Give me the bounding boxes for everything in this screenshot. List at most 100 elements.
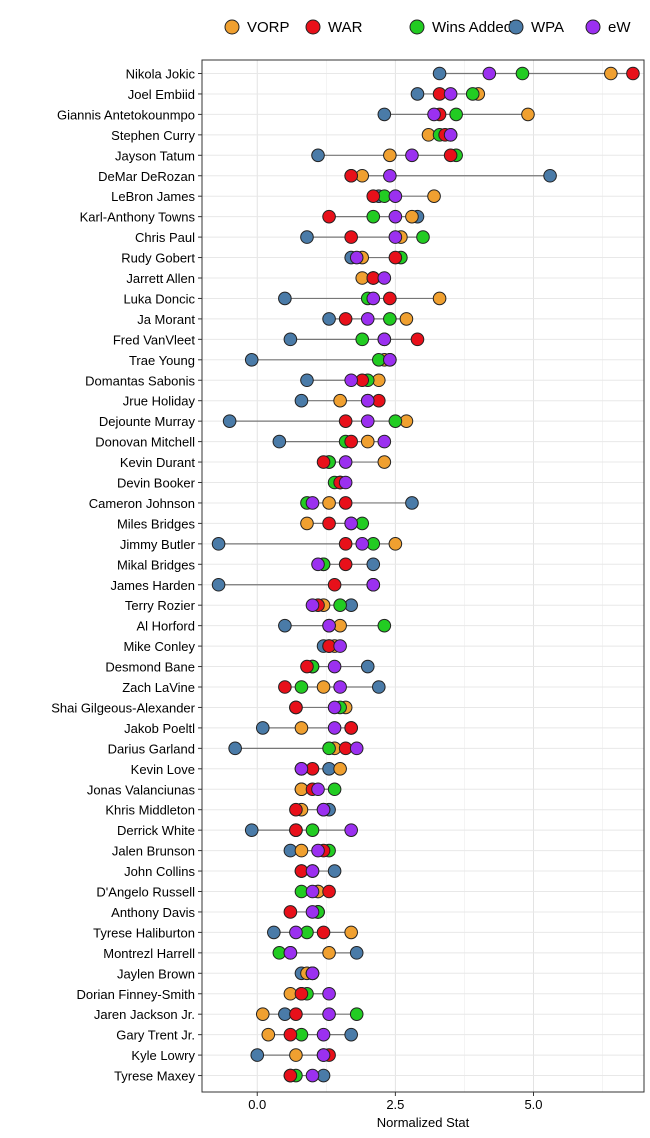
point-ew-jaren-jackson-jr [322,1007,336,1022]
point-vorp-kevin-durant [377,455,392,469]
y-tick-label: Kyle Lowry [131,1048,195,1063]
legend-label-wins-added: Wins Added [432,19,512,36]
plot-panel [201,59,645,1093]
y-tick-label: Giannis Antetokounmpo [57,107,195,122]
y-tick-label: Kevin Durant [120,455,196,470]
point-ew-gary-trent-jr [316,1027,331,1042]
y-tick-label: Jrue Holiday [123,394,196,409]
point-wpa-fred-vanvleet [283,332,298,347]
point-ew-montrezl-harrell [283,946,298,960]
point-wpa-derrick-white [244,823,259,837]
y-tick-label: Mikal Bridges [117,557,196,572]
point-war-dorian-finney-smith [294,986,309,1001]
point-war-dejounte-murray [338,414,353,428]
point-war-demar-derozan [344,168,358,183]
point-ew-domantas-sabonis [344,373,358,388]
y-tick-label: Kevin Love [131,762,195,777]
point-ew-anthony-davis [305,905,320,919]
point-war-ja-morant [338,312,353,326]
point-wpa-al-horford [278,618,292,633]
point-wins-added-chris-paul [416,230,430,244]
point-wpa-jayson-tatum [311,148,325,163]
point-ew-nikola-jokic [482,66,497,81]
point-wpa-gary-trent-jr [344,1027,358,1042]
point-wpa-luka-doncic [278,291,292,306]
point-wins-added-terry-rozier [333,598,347,613]
y-tick-label: Jaren Jackson Jr. [94,1007,195,1022]
legend-marker-war [305,19,321,35]
point-ew-jaylen-brown [305,966,320,981]
legend-marker-wpa [508,19,524,35]
point-ew-joel-embiid [443,87,458,101]
point-wpa-nikola-jokic [432,66,447,81]
point-war-zach-lavine [278,680,292,694]
y-axis-labels: Nikola Jokic Joel Embiid Giannis Antetokou… [51,67,202,1084]
point-war-donovan-mitchell [344,434,358,449]
point-wpa-john-collins [327,864,342,878]
point-vorp-kyle-lowry [289,1048,303,1062]
y-tick-label: Tyrese Maxey [114,1069,195,1084]
y-tick-label: Joel Embiid [128,87,195,102]
point-wpa-donovan-mitchell [272,434,287,449]
y-tick-label: Desmond Bane [105,660,195,675]
point-ew-trae-young [383,353,397,367]
point-wpa-tyrese-haliburton [267,925,281,940]
point-war-mikal-bridges [338,557,353,572]
point-wpa-demar-derozan [543,168,557,183]
legend-label-wpa: WPA [531,19,564,36]
point-war-rudy-gobert [388,250,403,265]
point-wpa-darius-garland [228,741,242,756]
point-ew-ja-morant [360,312,375,326]
y-tick-label: Jimmy Butler [120,537,196,552]
point-vorp-jrue-holiday [333,393,347,408]
point-ew-giannis-antetokounmpo [427,107,441,122]
point-vorp-miles-bridges [300,516,314,531]
point-wpa-jakob-poeltl [255,721,270,735]
y-tick-label: Cameron Johnson [89,496,195,511]
y-tick-label: Devin Booker [117,476,196,491]
point-wins-added-nikola-jokic [515,66,530,81]
point-wpa-jimmy-butler [211,537,226,551]
point-wpa-giannis-antetokounmpo [377,107,392,122]
point-wpa-domantas-sabonis [300,373,314,388]
point-war-fred-vanvleet [410,332,425,347]
point-ew-darius-garland [349,741,364,756]
y-tick-label: James Harden [110,578,195,593]
point-vorp-zach-lavine [316,680,331,694]
point-war-derrick-white [289,823,303,837]
point-ew-derrick-white [344,823,358,837]
point-ew-jarrett-allen [377,271,392,285]
point-war-cameron-johnson [338,496,353,510]
y-tick-label: Jonas Valanciunas [87,782,196,797]
point-war-tyrese-haliburton [316,925,331,940]
point-wpa-montrezl-harrell [349,946,364,960]
point-ew-john-collins [305,864,320,878]
y-tick-label: Nikola Jokic [126,67,196,82]
point-ew-jalen-brunson [311,843,325,858]
point-war-jaren-jackson-jr [289,1007,303,1022]
point-ew-miles-bridges [344,516,358,531]
point-vorp-tyrese-haliburton [344,925,358,940]
point-wpa-zach-lavine [372,680,386,694]
point-war-jimmy-butler [338,537,353,551]
y-tick-label: Jakob Poeltl [124,721,195,736]
y-tick-label: LeBron James [111,189,195,204]
point-ew-donovan-mitchell [377,434,392,449]
y-tick-label: Tyrese Haliburton [93,925,195,940]
point-vorp-lebron-james [427,189,441,203]
point-ew-kevin-love [294,762,309,776]
y-tick-label: Jarrett Allen [126,271,195,286]
point-wins-added-karl-anthony-towns [366,209,381,224]
point-vorp-nikola-jokic [604,66,618,81]
point-ew-shai-gilgeous-alexander [327,700,342,715]
point-wins-added-derrick-white [305,823,320,837]
point-wins-added-jaren-jackson-jr [349,1007,364,1022]
point-war-desmond-bane [300,659,314,674]
y-tick-label: Zach LaVine [122,680,195,695]
point-wins-added-darius-garland [322,741,336,756]
point-vorp-cameron-johnson [322,496,336,510]
y-tick-label: Jaylen Brown [117,966,195,981]
point-wpa-chris-paul [300,230,314,244]
y-tick-label: Terry Rozier [125,598,196,613]
